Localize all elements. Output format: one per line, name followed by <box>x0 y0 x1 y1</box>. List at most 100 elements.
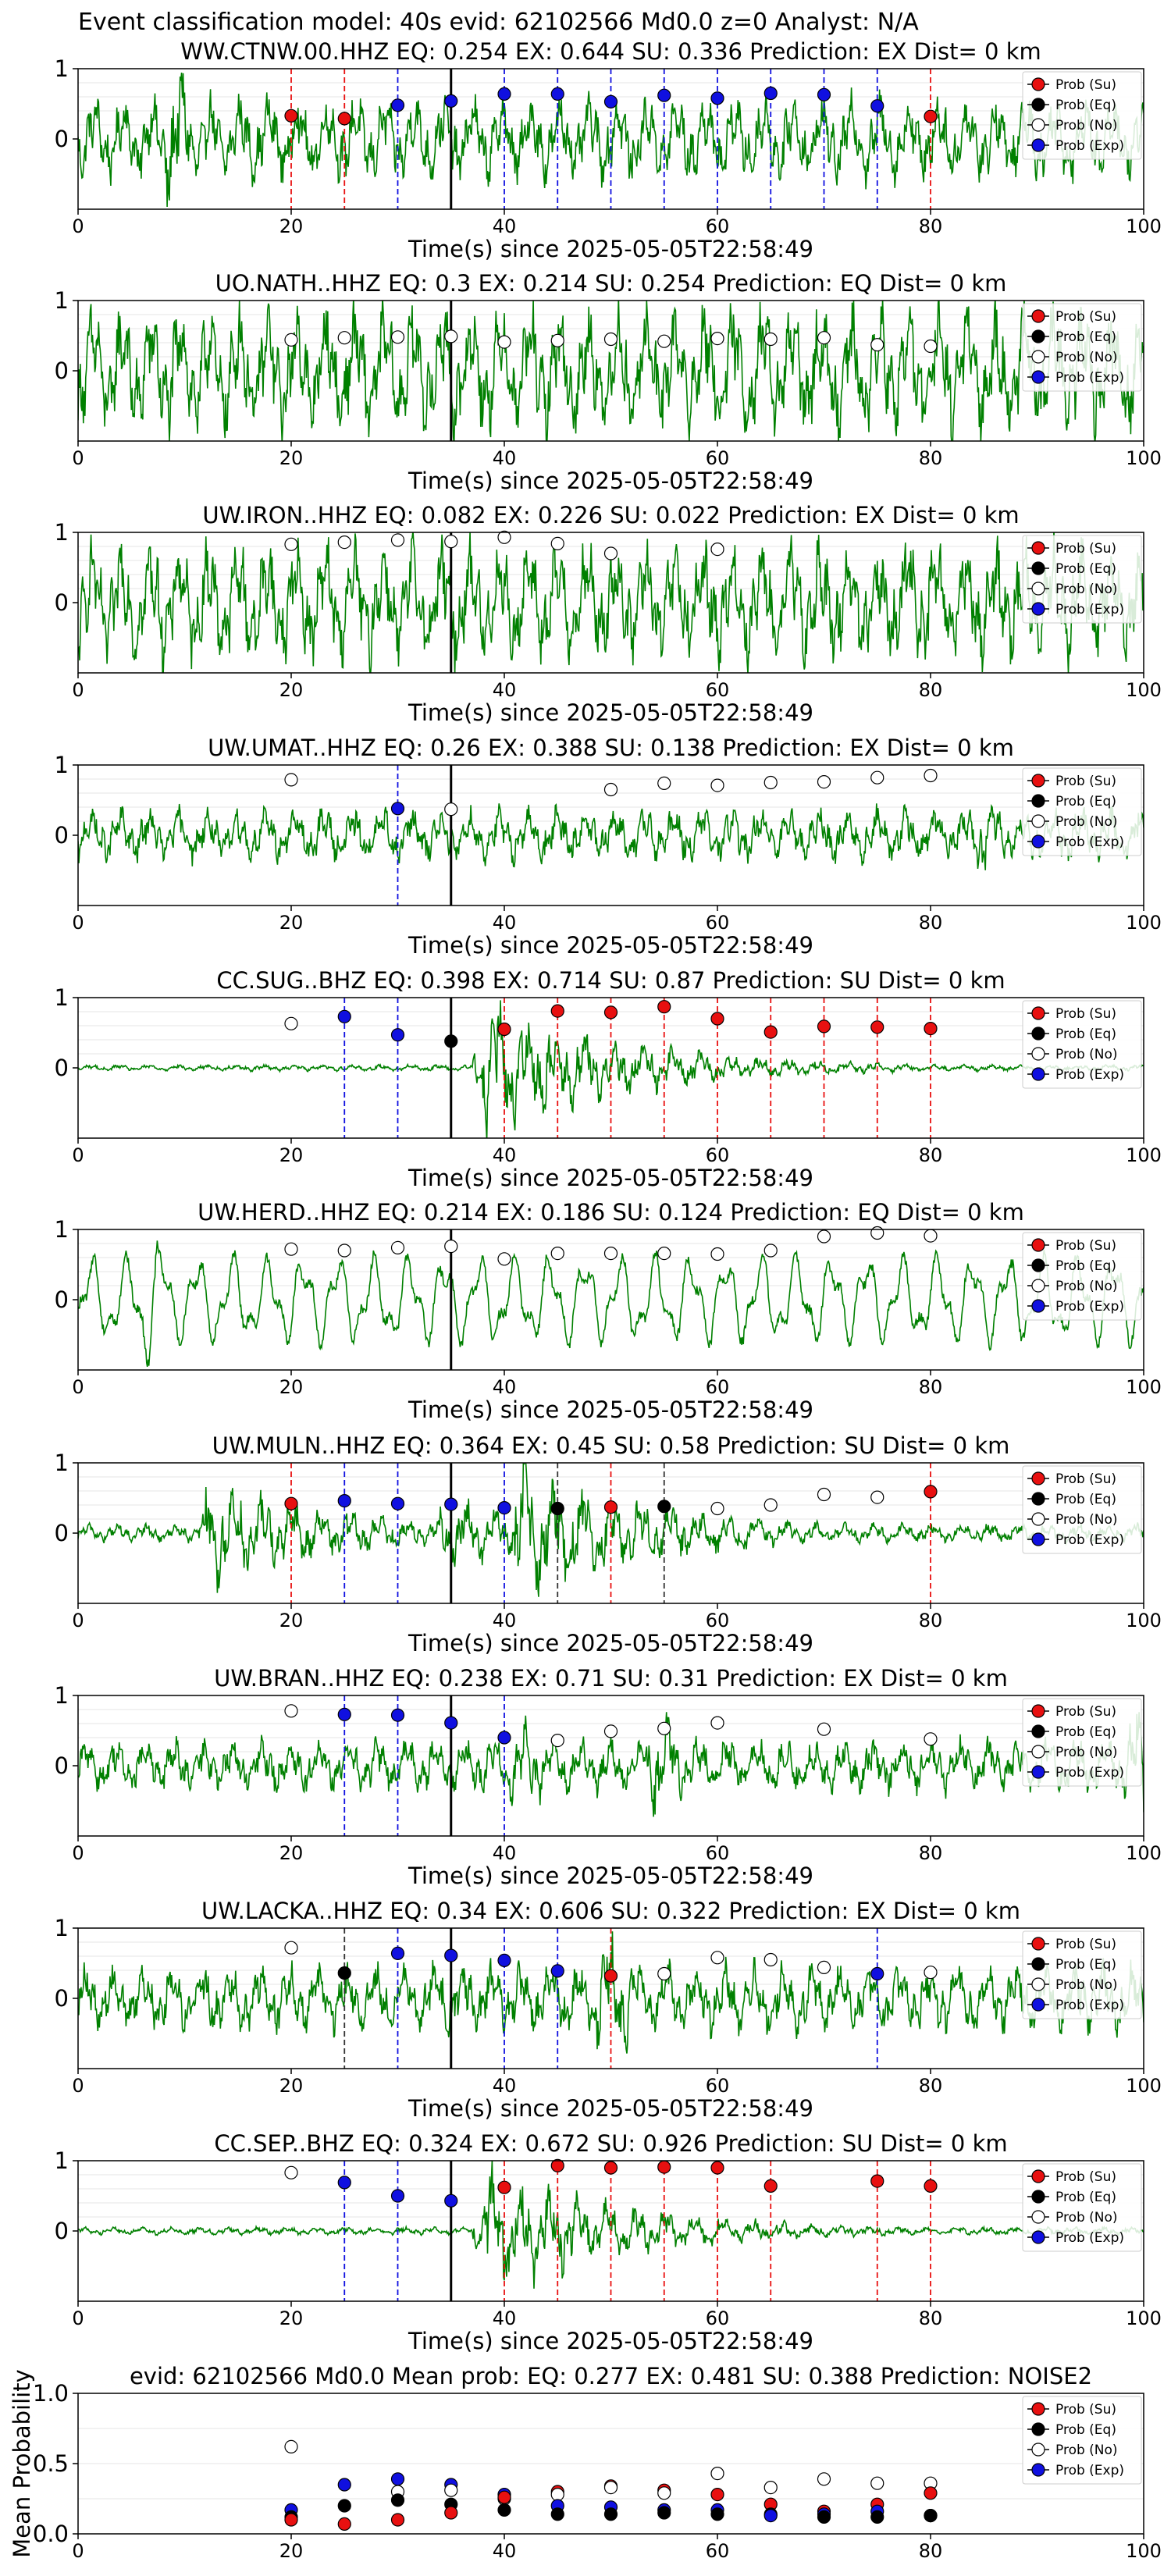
x-tick-label: 80 <box>919 447 943 469</box>
legend-marker <box>1031 582 1045 596</box>
prob-point-eq <box>497 2503 511 2517</box>
legend-marker <box>1031 1998 1045 2012</box>
y-tick-label: 1 <box>55 1915 69 1941</box>
x-tick-label: 60 <box>706 679 730 701</box>
legend-marker <box>1031 1471 1045 1485</box>
legend-marker <box>1031 1067 1045 1081</box>
legend-label: Prob (Eq) <box>1055 1258 1116 1274</box>
legend-marker <box>1031 2463 1045 2477</box>
x-tick-label: 0 <box>72 1376 84 1398</box>
legend: Prob (Su) Prob (Eq) Prob (No) Prob (Exp) <box>1022 1000 1142 1089</box>
prob-point-exp <box>390 1028 405 1042</box>
y-tick-label: 0 <box>55 589 69 616</box>
prob-point-eq <box>337 1966 351 1980</box>
prob-point-no <box>710 332 724 346</box>
prob-point-su <box>390 2513 405 2527</box>
prob-point-su <box>870 1020 884 1034</box>
prob-point-exp <box>444 1716 458 1730</box>
legend-marker <box>1031 329 1045 343</box>
prob-point-no <box>817 331 831 345</box>
x-tick-label: 0 <box>72 912 84 934</box>
prob-point-su <box>284 2513 298 2527</box>
figure-suptitle: Event classification model: 40s evid: 62… <box>78 9 919 36</box>
legend-marker <box>1031 541 1045 555</box>
x-tick-label: 80 <box>919 679 943 701</box>
panel-8: UW.BRAN..HHZ EQ: 0.238 EX: 0.71 SU: 0.31… <box>55 1665 1162 1889</box>
x-tick-label: 20 <box>279 1144 304 1166</box>
legend-label: Prob (Exp) <box>1055 1299 1124 1315</box>
legend-marker <box>1031 794 1045 808</box>
prob-point-no <box>284 333 298 347</box>
x-tick-label: 100 <box>1126 447 1162 469</box>
legend-marker <box>1031 1745 1045 1759</box>
y-tick-label: 1.0 <box>33 2380 69 2407</box>
x-tick-label: 100 <box>1126 215 1162 237</box>
x-tick-label: 60 <box>706 2540 730 2562</box>
legend-label: Prob (Eq) <box>1055 1957 1116 1973</box>
prob-point-su <box>497 2180 511 2194</box>
x-tick-label: 60 <box>706 1144 730 1166</box>
prob-point-no <box>763 332 778 347</box>
x-axis-label: Time(s) since 2025-05-05T22:58:49 <box>408 932 813 959</box>
legend-box <box>1022 1000 1142 1089</box>
y-tick-label: 1 <box>55 1682 69 1709</box>
prob-point-exp <box>444 1497 458 1511</box>
panel-1: WW.CTNW.00.HHZ EQ: 0.254 EX: 0.644 SU: 0… <box>55 38 1162 262</box>
y-tick-label: 1 <box>55 1216 69 1243</box>
legend-label: Prob (Exp) <box>1055 2463 1124 2478</box>
prob-point-no <box>284 2165 298 2179</box>
legend-marker <box>1031 2402 1045 2416</box>
x-tick-label: 60 <box>706 1842 730 1864</box>
prob-point-su <box>924 2179 938 2193</box>
panel-7: UW.MULN..HHZ EQ: 0.364 EX: 0.45 SU: 0.58… <box>55 1432 1162 1656</box>
x-tick-label: 100 <box>1126 1144 1162 1166</box>
prob-point-exp <box>870 1966 884 1981</box>
panels: WW.CTNW.00.HHZ EQ: 0.254 EX: 0.644 SU: 0… <box>9 38 1162 2562</box>
legend-marker <box>1031 1724 1045 1738</box>
legend-label: Prob (Exp) <box>1055 370 1124 386</box>
prob-point-no <box>710 1951 724 1965</box>
x-tick-label: 20 <box>279 2307 304 2329</box>
x-tick-label: 20 <box>279 2540 304 2562</box>
x-axis-label: Time(s) since 2025-05-05T22:58:49 <box>408 1863 813 1889</box>
prob-point-no <box>497 1252 511 1266</box>
legend-label: Prob (Exp) <box>1055 138 1124 154</box>
legend-label: Prob (Eq) <box>1055 329 1116 345</box>
prob-point-exp <box>710 91 724 105</box>
prob-point-su <box>550 2158 564 2172</box>
x-axis-label: Time(s) since 2025-05-05T22:58:49 <box>408 699 813 726</box>
legend-label: Prob (Eq) <box>1055 561 1116 577</box>
prob-point-no <box>603 332 618 347</box>
legend-marker <box>1031 1238 1045 1252</box>
prob-point-exp <box>390 1708 405 1722</box>
legend-marker <box>1031 370 1045 384</box>
panel-9: UW.LACKA..HHZ EQ: 0.34 EX: 0.606 SU: 0.3… <box>55 1898 1162 2122</box>
prob-point-no <box>284 2439 298 2453</box>
legend: Prob (Su) Prob (Eq) Prob (No) Prob (Exp) <box>1022 1698 1142 1787</box>
legend-label: Prob (Su) <box>1055 1704 1116 1720</box>
legend-marker <box>1031 814 1045 828</box>
prob-point-exp <box>337 1009 351 1023</box>
plot-area <box>78 69 1144 209</box>
prob-point-no <box>817 1229 831 1244</box>
x-tick-label: 40 <box>493 1144 517 1166</box>
prob-point-su <box>603 2161 618 2175</box>
waveform-trace <box>78 802 1144 870</box>
legend-label: Prob (Exp) <box>1055 1067 1124 1083</box>
panel-title: CC.SEP..BHZ EQ: 0.324 EX: 0.672 SU: 0.92… <box>214 2130 1007 2157</box>
x-tick-label: 0 <box>72 2075 84 2097</box>
legend-label: Prob (Su) <box>1055 1937 1116 1952</box>
prob-point-eq <box>550 2507 564 2521</box>
x-tick-label: 60 <box>706 1376 730 1398</box>
legend-marker <box>1031 77 1045 91</box>
x-tick-label: 0 <box>72 215 84 237</box>
legend-label: Prob (No) <box>1055 2443 1118 2458</box>
panel-title: UW.MULN..HHZ EQ: 0.364 EX: 0.45 SU: 0.58… <box>212 1432 1010 1459</box>
prob-point-no <box>284 1941 298 1955</box>
panel-10: CC.SEP..BHZ EQ: 0.324 EX: 0.672 SU: 0.92… <box>55 2130 1162 2354</box>
x-tick-label: 60 <box>706 2307 730 2329</box>
x-axis-label: Time(s) since 2025-05-05T22:58:49 <box>408 468 813 494</box>
legend-marker <box>1031 2230 1045 2244</box>
prob-point-exp <box>390 1946 405 1960</box>
prob-point-su <box>550 1004 564 1018</box>
